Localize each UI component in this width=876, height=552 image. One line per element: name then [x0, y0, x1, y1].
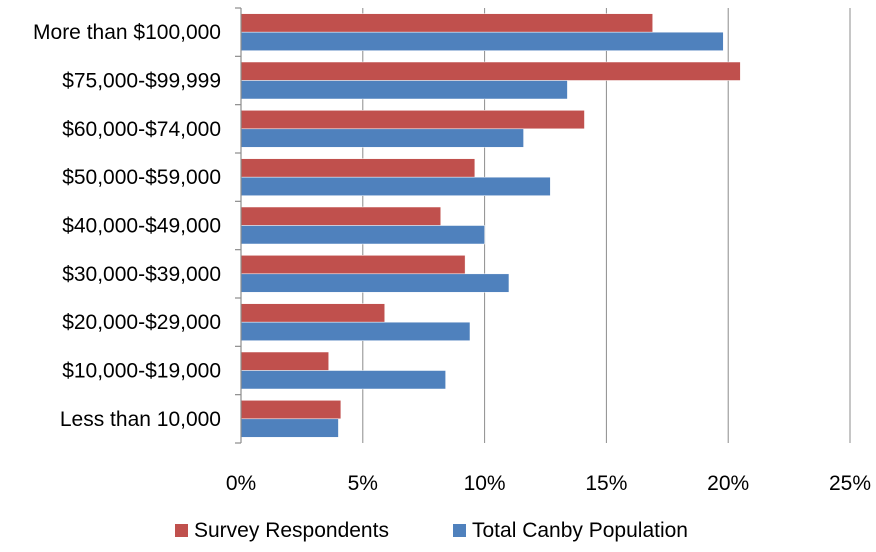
x-tick-label: 15% [585, 472, 627, 495]
bar-survey-respondents [240, 110, 585, 130]
bar-total-canby-population [240, 321, 471, 341]
category-label: $75,000-$99,999 [62, 70, 221, 93]
category-label: Less than 10,000 [60, 408, 221, 431]
bar-total-canby-population [240, 370, 446, 390]
bar-survey-respondents [240, 303, 385, 323]
category-label: $50,000-$59,000 [62, 166, 221, 189]
legend-swatch [175, 524, 188, 537]
bar-survey-respondents [240, 13, 653, 33]
category-label: $30,000-$39,000 [62, 263, 221, 286]
bar-total-canby-population [240, 128, 524, 148]
bar-survey-respondents [240, 61, 741, 81]
x-tick-label: 0% [226, 472, 256, 495]
category-label: More than $100,000 [33, 21, 221, 44]
x-tick-label: 20% [707, 472, 749, 495]
legend: Survey Respondents Total Canby Population [175, 519, 688, 542]
bar-total-canby-population [240, 418, 339, 438]
bars [240, 13, 741, 438]
category-label: $60,000-$74,000 [62, 118, 221, 141]
x-tick-label: 5% [348, 472, 378, 495]
category-labels: More than $100,000 $75,000-$99,999 $60,000… [33, 21, 221, 431]
bar-survey-respondents [240, 158, 476, 178]
bar-survey-respondents [240, 206, 442, 226]
category-label: $40,000-$49,000 [62, 215, 221, 238]
axes [235, 7, 242, 444]
bar-survey-respondents [240, 255, 466, 275]
bar-total-canby-population [240, 225, 485, 245]
bar-total-canby-population [240, 31, 724, 51]
legend-swatch [453, 524, 466, 537]
category-label: $20,000-$29,000 [62, 311, 221, 334]
category-label: $10,000-$19,000 [62, 360, 221, 383]
x-tick-label: 25% [829, 472, 871, 495]
x-tick-label: 10% [464, 472, 506, 495]
x-tick-labels: 0% 5% 10% 15% 20% 25% [226, 472, 871, 495]
bar-total-canby-population [240, 80, 568, 100]
bar-total-canby-population [240, 273, 510, 293]
bar-survey-respondents [240, 351, 329, 371]
bar-total-canby-population [240, 176, 551, 196]
legend-label: Total Canby Population [472, 519, 688, 542]
legend-label: Survey Respondents [194, 519, 389, 542]
bar-survey-respondents [240, 400, 342, 420]
